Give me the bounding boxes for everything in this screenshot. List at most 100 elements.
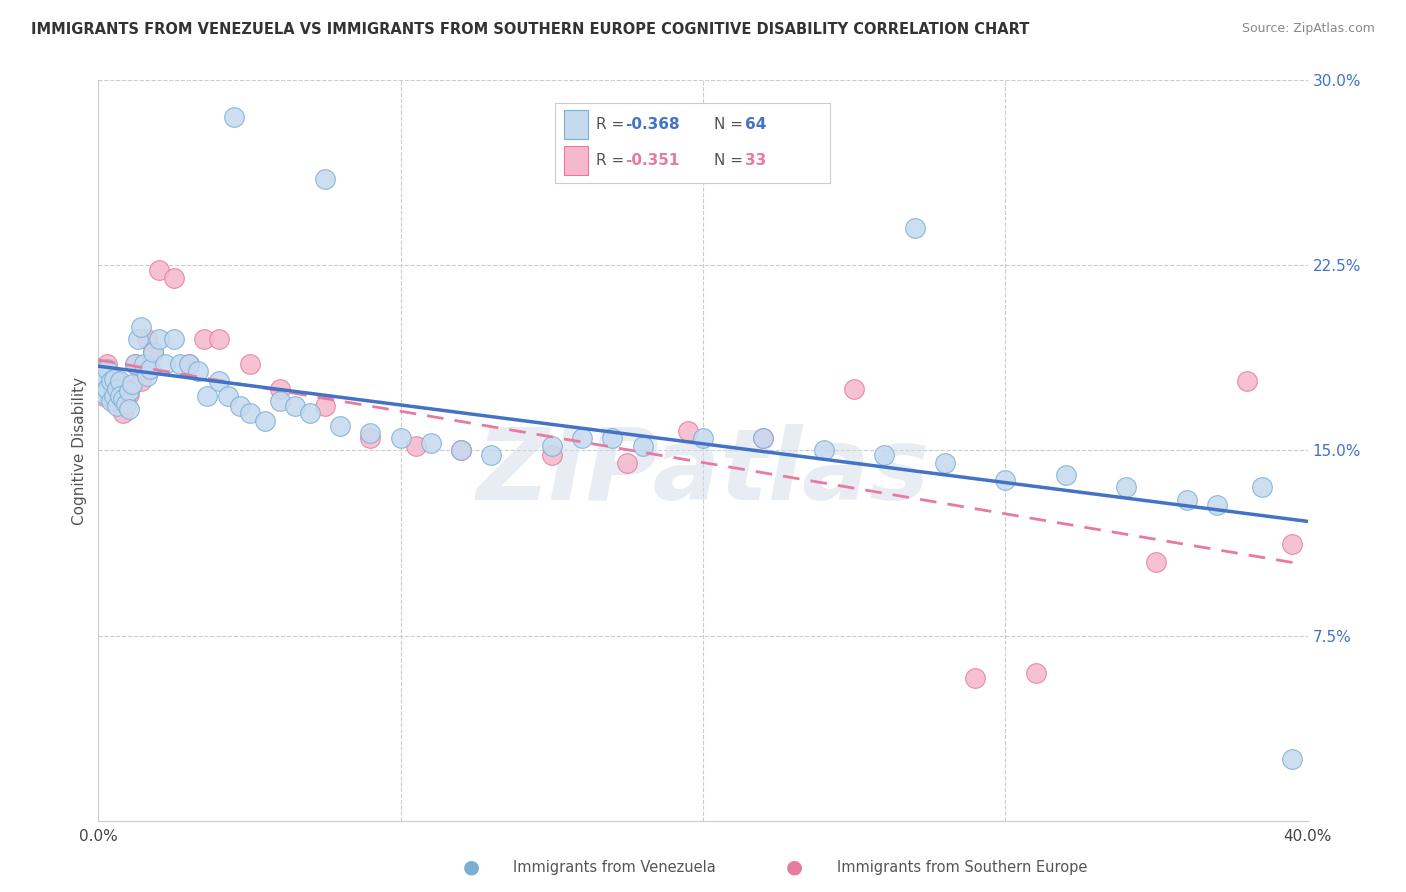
Text: N =: N = bbox=[714, 153, 748, 168]
Bar bbox=[564, 146, 588, 175]
Point bbox=[103, 389, 125, 403]
Point bbox=[965, 671, 987, 685]
Point bbox=[1054, 468, 1077, 483]
Point bbox=[90, 384, 112, 399]
Point bbox=[114, 396, 136, 410]
Point bbox=[118, 401, 141, 416]
Point bbox=[208, 332, 231, 346]
Point bbox=[481, 449, 503, 463]
Point bbox=[602, 431, 624, 445]
Text: IMMIGRANTS FROM VENEZUELA VS IMMIGRANTS FROM SOUTHERN EUROPE COGNITIVE DISABILIT: IMMIGRANTS FROM VENEZUELA VS IMMIGRANTS … bbox=[31, 22, 1029, 37]
Point bbox=[934, 456, 956, 470]
Point bbox=[676, 424, 699, 438]
Text: 33: 33 bbox=[745, 153, 766, 168]
Point bbox=[124, 357, 146, 371]
Point bbox=[179, 357, 201, 371]
Text: ●: ● bbox=[463, 857, 479, 877]
Point bbox=[208, 375, 231, 389]
Point bbox=[1115, 480, 1137, 494]
Point bbox=[284, 399, 307, 413]
Point bbox=[142, 344, 165, 359]
Point bbox=[163, 270, 186, 285]
Text: -0.368: -0.368 bbox=[626, 117, 681, 132]
Point bbox=[118, 386, 141, 401]
Point bbox=[299, 407, 322, 421]
Point bbox=[148, 263, 170, 277]
Point bbox=[269, 382, 291, 396]
Point bbox=[450, 443, 472, 458]
Point bbox=[616, 456, 638, 470]
Point bbox=[103, 394, 125, 409]
Text: 64: 64 bbox=[745, 117, 766, 132]
Point bbox=[93, 386, 115, 401]
Point bbox=[1236, 375, 1258, 389]
Point bbox=[360, 431, 382, 445]
Point bbox=[1175, 492, 1198, 507]
Point bbox=[450, 443, 472, 458]
Point bbox=[93, 389, 115, 403]
Point bbox=[108, 389, 131, 403]
Point bbox=[187, 364, 209, 378]
Point bbox=[1281, 752, 1303, 766]
Text: R =: R = bbox=[596, 117, 630, 132]
Point bbox=[100, 394, 122, 409]
Point bbox=[111, 392, 134, 406]
Point bbox=[844, 382, 866, 396]
Point bbox=[179, 357, 201, 371]
Point bbox=[105, 399, 128, 413]
Point bbox=[193, 332, 215, 346]
Point bbox=[239, 407, 262, 421]
Point bbox=[100, 382, 122, 396]
Point bbox=[124, 357, 146, 371]
Y-axis label: Cognitive Disability: Cognitive Disability bbox=[72, 376, 87, 524]
Point bbox=[1024, 665, 1046, 680]
Point bbox=[360, 426, 382, 441]
Point bbox=[163, 332, 186, 346]
Point bbox=[121, 376, 143, 391]
Point bbox=[253, 414, 276, 428]
Point bbox=[1144, 555, 1167, 569]
Point bbox=[813, 443, 835, 458]
Point bbox=[105, 375, 128, 389]
Point bbox=[90, 375, 112, 389]
Point bbox=[994, 473, 1017, 487]
Point bbox=[96, 362, 118, 376]
Point bbox=[229, 399, 252, 413]
Point bbox=[169, 357, 191, 371]
Point bbox=[1281, 537, 1303, 551]
Point bbox=[135, 332, 157, 346]
Point bbox=[93, 369, 115, 384]
Point bbox=[873, 449, 896, 463]
Text: Source: ZipAtlas.com: Source: ZipAtlas.com bbox=[1241, 22, 1375, 36]
Point bbox=[103, 372, 125, 386]
Point bbox=[100, 375, 122, 389]
Point bbox=[90, 364, 112, 378]
Point bbox=[224, 111, 246, 125]
Point bbox=[692, 431, 714, 445]
Point bbox=[571, 431, 593, 445]
Point bbox=[129, 375, 152, 389]
Point bbox=[105, 382, 128, 396]
Text: ZIPatlas: ZIPatlas bbox=[477, 425, 929, 521]
Point bbox=[1251, 480, 1274, 494]
Point bbox=[90, 376, 112, 391]
Point bbox=[239, 357, 262, 371]
Point bbox=[153, 357, 176, 371]
Point bbox=[314, 172, 336, 186]
Point bbox=[118, 384, 141, 399]
Text: -0.351: -0.351 bbox=[626, 153, 679, 168]
Point bbox=[904, 221, 927, 235]
Point bbox=[108, 375, 131, 389]
Point bbox=[139, 362, 162, 376]
Point bbox=[142, 344, 165, 359]
Text: ●: ● bbox=[786, 857, 803, 877]
Point bbox=[540, 449, 562, 463]
Point bbox=[96, 382, 118, 396]
Text: N =: N = bbox=[714, 117, 748, 132]
Point bbox=[96, 357, 118, 371]
Point bbox=[389, 431, 412, 445]
Point bbox=[148, 332, 170, 346]
Bar bbox=[564, 110, 588, 139]
Point bbox=[129, 320, 152, 334]
Point bbox=[314, 399, 336, 413]
